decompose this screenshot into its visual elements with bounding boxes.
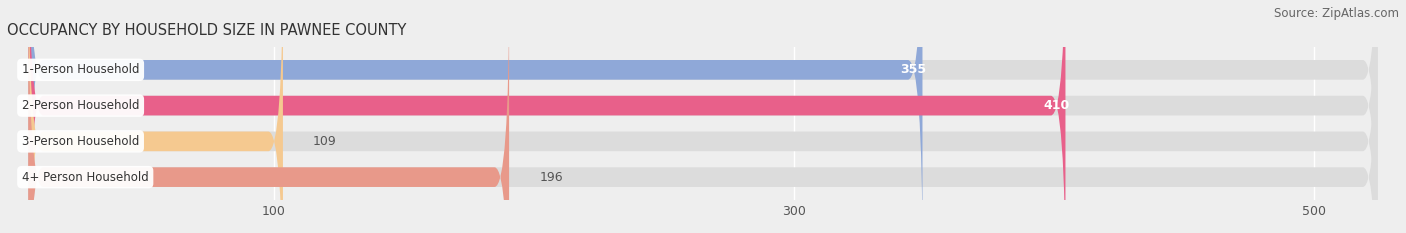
FancyBboxPatch shape — [28, 0, 1066, 233]
Text: 355: 355 — [900, 63, 927, 76]
FancyBboxPatch shape — [28, 0, 1378, 233]
Text: 410: 410 — [1043, 99, 1070, 112]
Text: OCCUPANCY BY HOUSEHOLD SIZE IN PAWNEE COUNTY: OCCUPANCY BY HOUSEHOLD SIZE IN PAWNEE CO… — [7, 24, 406, 38]
FancyBboxPatch shape — [28, 0, 509, 233]
Text: 4+ Person Household: 4+ Person Household — [22, 171, 149, 184]
Text: 109: 109 — [314, 135, 337, 148]
FancyBboxPatch shape — [28, 0, 922, 233]
FancyBboxPatch shape — [28, 0, 283, 233]
Text: 196: 196 — [540, 171, 562, 184]
Text: 3-Person Household: 3-Person Household — [22, 135, 139, 148]
Text: 2-Person Household: 2-Person Household — [22, 99, 139, 112]
FancyBboxPatch shape — [28, 0, 1378, 233]
Text: Source: ZipAtlas.com: Source: ZipAtlas.com — [1274, 7, 1399, 20]
Text: 1-Person Household: 1-Person Household — [22, 63, 139, 76]
FancyBboxPatch shape — [28, 0, 1378, 233]
FancyBboxPatch shape — [28, 0, 1378, 233]
